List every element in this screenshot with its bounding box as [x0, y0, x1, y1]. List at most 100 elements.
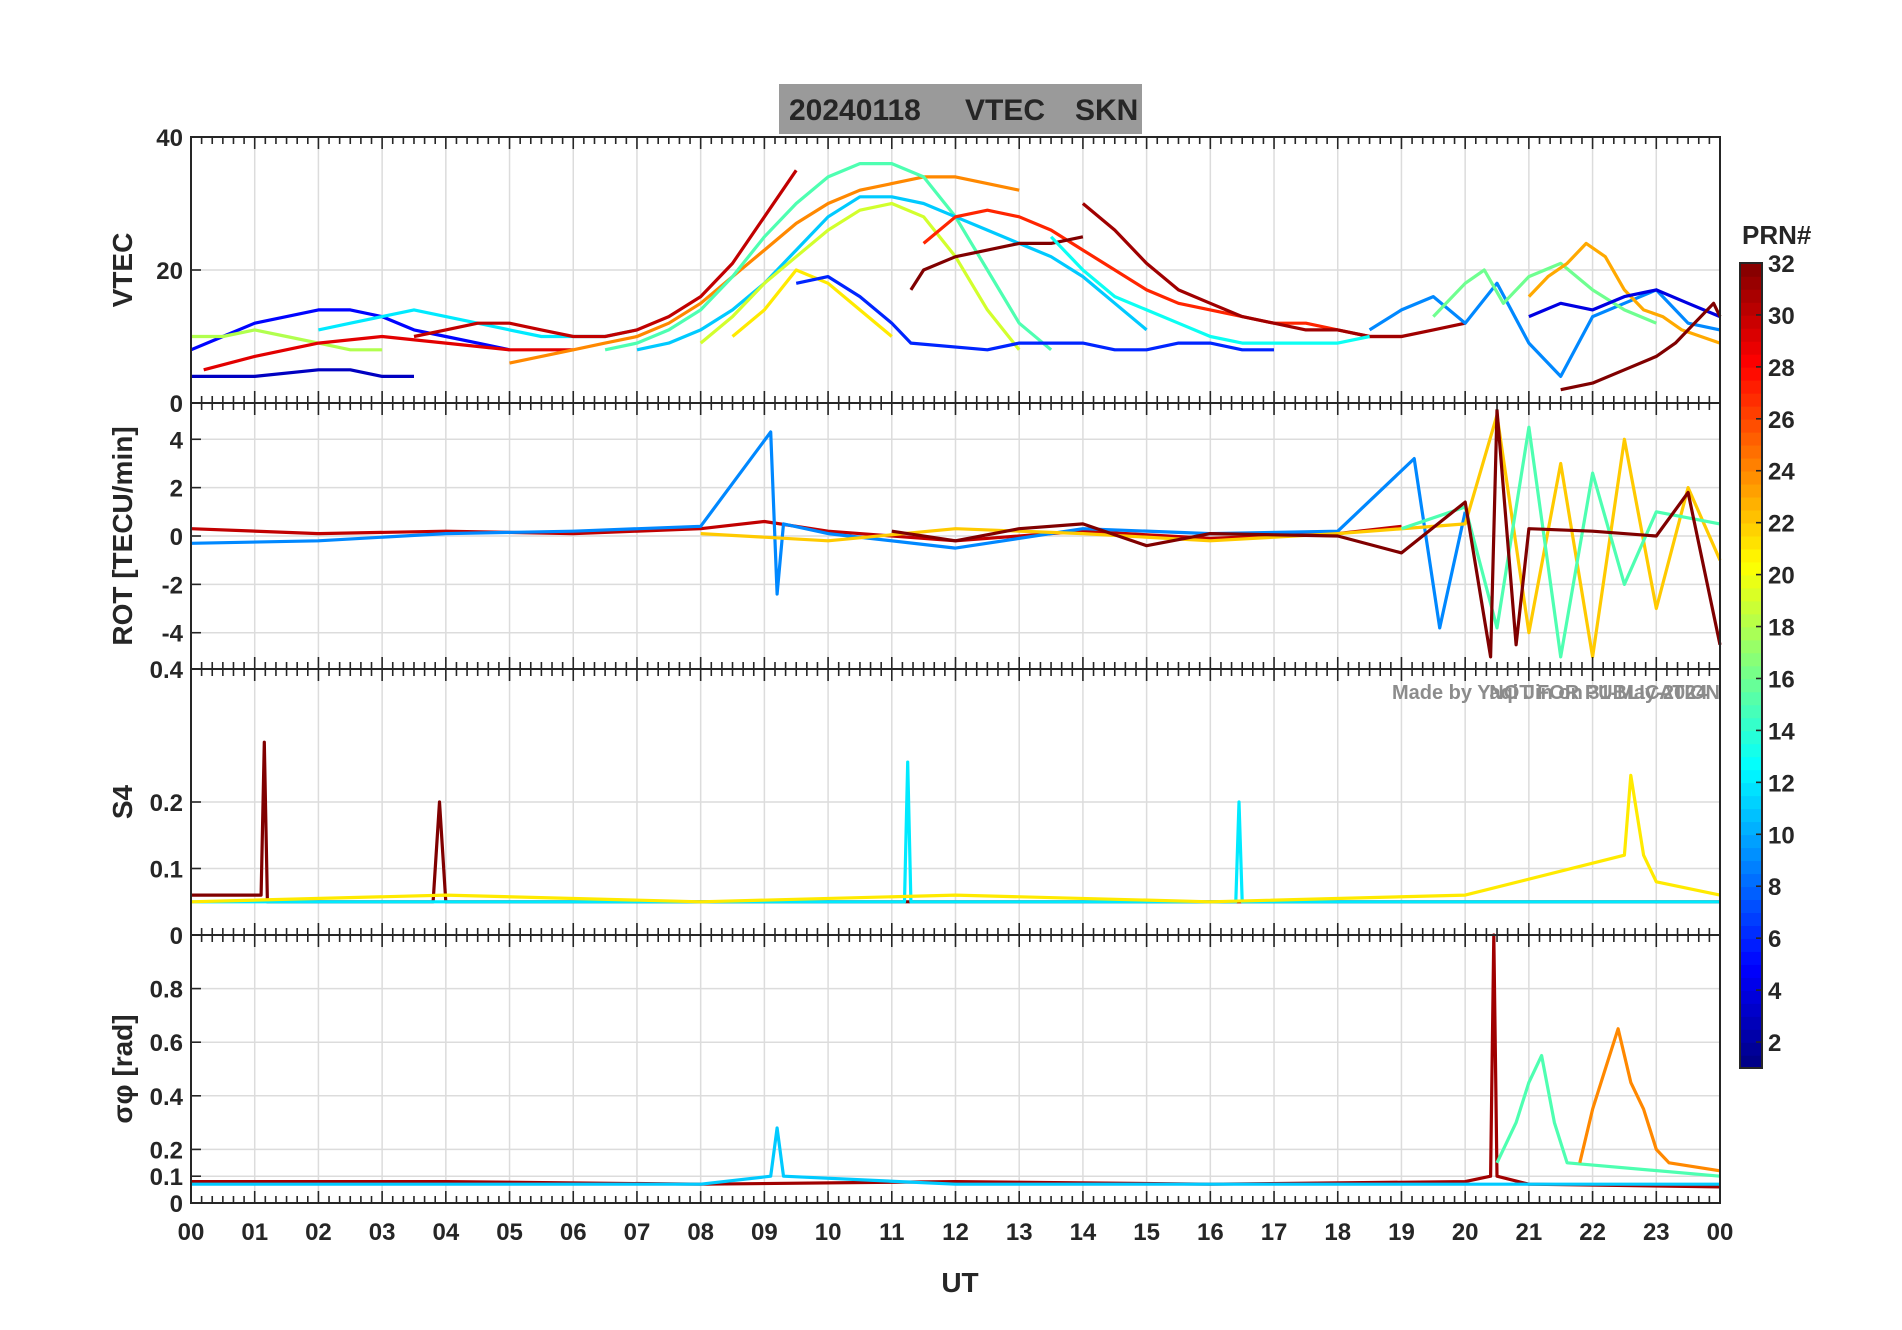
- colorbar-segment: [1740, 834, 1762, 849]
- x-tick-labels: 00 01 02 03 04 05 06 07 08 09 10 11 12 13 14 15 16 17 18 19…: [178, 1219, 1734, 1246]
- colorbar-segment: [1740, 392, 1762, 407]
- series-line-prn-24: [1578, 1027, 1721, 1173]
- series-line-prn-4: [1528, 288, 1721, 319]
- y-tick-label: 0.2: [150, 1137, 183, 1164]
- colorbar-segment: [1740, 821, 1762, 836]
- colorbar-segment: [1740, 496, 1762, 511]
- colorbar-segment: [1740, 964, 1762, 978]
- x-tick-label: 01: [241, 1219, 268, 1246]
- x-tick-label: 21: [1516, 1219, 1543, 1246]
- colorbar-segment: [1740, 665, 1762, 680]
- colorbar-segment: [1740, 808, 1762, 823]
- colorbar-tick-label: 6: [1768, 926, 1781, 953]
- watermark-credit: Made by Yaqi Jin on 31-May-2024: [1392, 682, 1708, 704]
- colorbar-segment: [1740, 263, 1762, 277]
- colorbar-segment: [1740, 275, 1762, 290]
- colorbar-segment: [1740, 1016, 1762, 1030]
- watermark-notice: NOT FOR PUBLICATION: [1489, 682, 1720, 704]
- y-tick-label: 0: [170, 524, 183, 551]
- y-tick-label: 0.8: [150, 977, 183, 1004]
- y-tick-label: 0.1: [150, 857, 183, 884]
- title-product: VTEC: [965, 94, 1045, 127]
- colorbar-segment: [1740, 860, 1762, 875]
- x-tick-label: 23: [1643, 1219, 1670, 1246]
- colorbar-segment: [1740, 1003, 1762, 1017]
- colorbar-tick-label: 10: [1768, 822, 1795, 849]
- colorbar-segment: [1740, 639, 1762, 654]
- series-line-prn-31: [1081, 202, 1466, 339]
- colorbar-segment: [1740, 730, 1762, 745]
- colorbar-segment: [1740, 288, 1762, 303]
- x-tick-label: 06: [560, 1219, 587, 1246]
- y-tick-label: 20: [156, 258, 183, 285]
- colorbar-tick-label: 12: [1768, 770, 1795, 797]
- title-station: SKN: [1075, 94, 1138, 127]
- colorbar-segment: [1740, 951, 1762, 965]
- x-tick-label: 11: [879, 1219, 904, 1246]
- series-line-prn-9: [1368, 281, 1721, 378]
- series-line-prn-11: [636, 195, 1148, 352]
- x-tick-label: 12: [942, 1219, 969, 1246]
- y-axis-label: VTEC: [107, 233, 138, 308]
- series-line-prn-32: [1560, 301, 1722, 392]
- colorbar-segment: [1740, 899, 1762, 913]
- colorbar-segment: [1740, 561, 1762, 576]
- x-tick-label: 03: [369, 1219, 396, 1246]
- colorbar-segment: [1740, 574, 1762, 589]
- colorbar-segment: [1740, 756, 1762, 771]
- y-tick-label: -4: [162, 621, 184, 648]
- y-tick-label: 40: [156, 125, 183, 152]
- colorbar-segment: [1740, 353, 1762, 368]
- colorbar-tick-label: 22: [1768, 511, 1795, 538]
- panel-sigma_phi: 00.10.2 0.4 0.6 0.8 σφ [rad]: [107, 933, 1721, 1218]
- y-tick-label: 4: [170, 427, 184, 454]
- y-tick-label: 0: [170, 1191, 183, 1218]
- series-line-prn-21: [190, 773, 1721, 904]
- x-tick-label: 04: [432, 1219, 459, 1246]
- y-axis-label: ROT [TECU/min]: [107, 426, 138, 645]
- series-line-prn-19: [699, 201, 1021, 351]
- y-tick-label: 0.4: [150, 657, 184, 684]
- title-box: 20240118 VTEC SKN: [779, 84, 1142, 134]
- title-date: 20240118: [789, 94, 921, 127]
- colorbar-segment: [1740, 1055, 1762, 1069]
- series-line-prn-11: [191, 1126, 1720, 1186]
- series-line-prn-9: [190, 430, 1467, 630]
- x-tick-label: 10: [815, 1219, 842, 1246]
- colorbar-segment: [1740, 379, 1762, 394]
- y-tick-label: 0: [170, 923, 183, 950]
- y-tick-label: 0.4: [150, 1084, 184, 1111]
- colorbar-tick-label: 28: [1768, 355, 1795, 382]
- x-tick-label: 18: [1324, 1219, 1351, 1246]
- colorbar-segment: [1740, 743, 1762, 758]
- colorbar-segment: [1740, 873, 1762, 888]
- y-tick-label: 2: [170, 476, 183, 503]
- colorbar-segment: [1740, 457, 1762, 472]
- y-axis-label: σφ [rad]: [107, 1014, 138, 1123]
- colorbar-segment: [1740, 678, 1762, 693]
- x-tick-label: 16: [1197, 1219, 1224, 1246]
- colorbar-tick-label: 14: [1768, 718, 1795, 745]
- x-tick-label: 07: [624, 1219, 651, 1246]
- colorbar-segment: [1740, 652, 1762, 667]
- x-tick-label: 13: [1006, 1219, 1033, 1246]
- series-line-prn-6: [795, 275, 1274, 352]
- colorbar-segment: [1740, 535, 1762, 550]
- colorbar-segment: [1740, 418, 1762, 433]
- colorbar-tick-label: 20: [1768, 563, 1795, 590]
- colorbar-segment: [1740, 938, 1762, 952]
- colorbar-tick-label: 8: [1768, 874, 1781, 901]
- x-tick-label: 20: [1452, 1219, 1479, 1246]
- series-line-prn-13: [1049, 235, 1370, 345]
- colorbar-segment: [1740, 340, 1762, 355]
- x-axis-label: UT: [941, 1267, 978, 1298]
- colorbar-segment: [1740, 405, 1762, 420]
- y-tick-label: -2: [162, 572, 183, 599]
- series-line-prn-24: [509, 175, 1020, 365]
- x-tick-label: 22: [1579, 1219, 1606, 1246]
- colorbar-frame: [1739, 262, 1763, 1069]
- colorbar-segment: [1740, 600, 1762, 615]
- colorbar-segment: [1740, 977, 1762, 991]
- panel-vtec: 0 20 40 VTEC: [107, 125, 1722, 418]
